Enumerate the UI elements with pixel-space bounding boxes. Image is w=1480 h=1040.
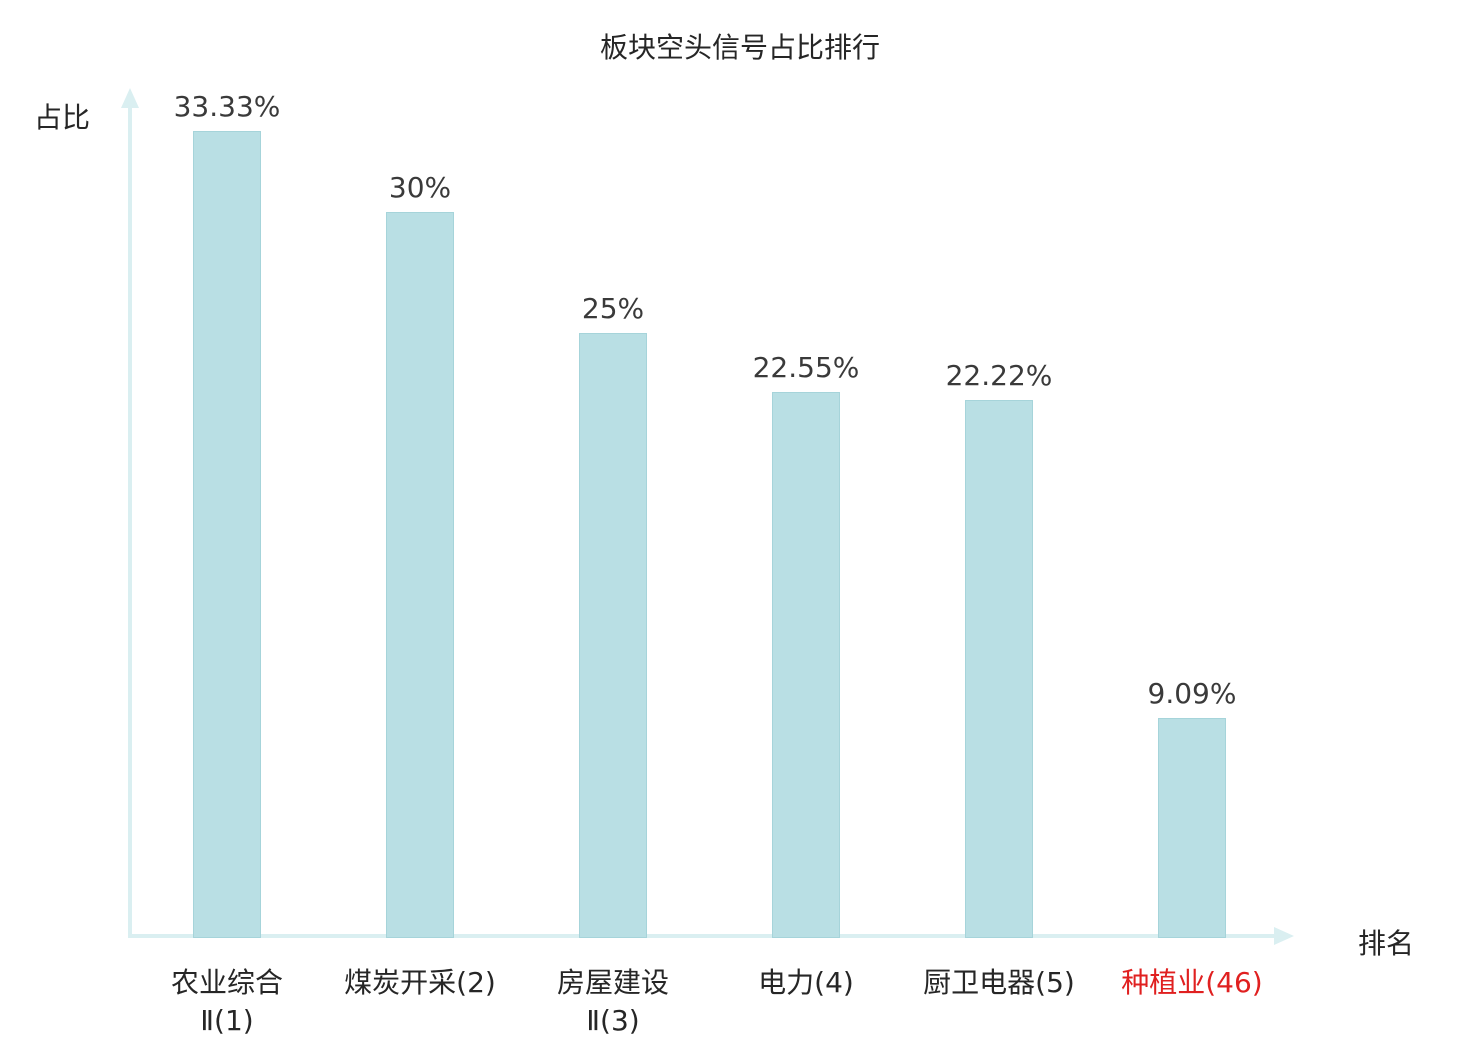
bar (193, 131, 261, 938)
bar (1158, 718, 1226, 938)
bar (965, 400, 1033, 938)
category-label: 房屋建设 Ⅱ(3) (556, 966, 670, 1037)
chart-title: 板块空头信号占比排行 (599, 31, 880, 64)
bar-value-label: 30% (388, 171, 452, 204)
category-label: 农业综合 Ⅱ(1) (170, 966, 284, 1037)
bar-value-label: 25% (581, 292, 645, 325)
bar (579, 333, 647, 938)
category-label: 煤炭开采(2) (344, 966, 496, 999)
x-axis-label: 排名 (1358, 927, 1415, 960)
category-label: 电力(4) (758, 966, 854, 999)
y-axis-label: 占比 (34, 101, 91, 134)
bar-value-label: 22.22% (945, 359, 1053, 392)
bar (772, 392, 840, 938)
y-axis-arrow-icon (121, 88, 139, 108)
bar-value-label: 22.55% (752, 351, 860, 384)
bar-value-label: 9.09% (1147, 677, 1237, 710)
category-label: 种植业(46) (1121, 966, 1263, 999)
category-label: 厨卫电器(5) (923, 966, 1075, 999)
bar-value-label: 33.33% (173, 90, 281, 123)
x-axis-arrow-icon (1274, 927, 1294, 945)
bar (386, 212, 454, 938)
